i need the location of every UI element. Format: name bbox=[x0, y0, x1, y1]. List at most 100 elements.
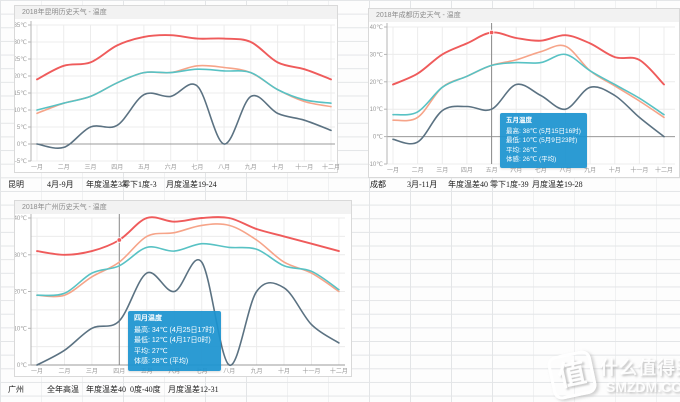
x-tick-label: 七月 bbox=[191, 163, 203, 171]
summary-cell[interactable]: 零下1度-3 bbox=[122, 180, 157, 189]
series-line-最高 bbox=[36, 34, 332, 81]
x-tick-label: 八月 bbox=[223, 368, 235, 375]
x-tick-label: 五月 bbox=[141, 368, 153, 375]
x-tick-label: 九月 bbox=[251, 367, 263, 375]
tooltip-value: 34℃ (4月25日17时) bbox=[151, 326, 215, 334]
x-tick-label: 七月 bbox=[196, 367, 208, 375]
y-tick-label: 10℃ bbox=[370, 106, 384, 113]
y-tick-label: 0℃ bbox=[373, 134, 383, 141]
x-tick-label: 七月 bbox=[535, 166, 547, 174]
x-tick-label: 四月 bbox=[111, 164, 123, 171]
summary-cell-city[interactable]: 昆明 bbox=[8, 180, 24, 189]
summary-cell[interactable]: 月度温差19-28 bbox=[532, 180, 583, 189]
summary-cell[interactable]: 0度-40度 bbox=[130, 385, 161, 394]
chart-panel-kunming[interactable]: -5℃ 0℃ 5℃ 10℃ 15℃ 20℃ 25℃ 30℃ 35℃ 一月 二月 三月 四月 五月 六月 七月 八… bbox=[14, 5, 339, 173]
tooltip-value: 38℃ (5月15日16时) bbox=[522, 127, 581, 135]
tooltip-value: 12℃ (4月17日0时) bbox=[151, 337, 211, 344]
tooltip-value: 28℃ (平均) bbox=[151, 358, 189, 365]
tooltip-label: 体感: bbox=[506, 156, 521, 163]
x-tick-label: 四月 bbox=[113, 368, 125, 375]
x-tick-label: 三月 bbox=[84, 164, 96, 171]
tooltip-row: 最高: 34℃ (4月25日17时) bbox=[134, 326, 215, 337]
tooltip-value: 10℃ (5月9日23时) bbox=[522, 137, 578, 144]
series-line-平均 bbox=[36, 68, 332, 111]
chart-title-chengdu: 2018年成都历史天气 - 温度 bbox=[369, 9, 679, 22]
tooltip-row: 最低: 12℃ (4月17日0时) bbox=[134, 336, 215, 347]
y-tick-label: -5℃ bbox=[15, 158, 27, 165]
tooltip-may-temperature: 五月温度 最高: 38℃ (5月15日16时) 最低: 10℃ (5月9日23时… bbox=[500, 113, 587, 168]
y-tick-label: 20℃ bbox=[15, 289, 27, 296]
y-tick-label: 0℃ bbox=[17, 362, 27, 369]
series-line-最高 bbox=[36, 216, 340, 256]
summary-cell[interactable]: 月度温差19-24 bbox=[166, 180, 217, 189]
chart-panel-chengdu[interactable]: -10℃ 0℃ 10℃ 20℃ 30℃ 40℃ 一月 二月 三月 四月 五月 六月 七月 八月 九月 十月 十一… bbox=[368, 8, 680, 178]
tooltip-april-temperature: 四月温度 最高: 34℃ (4月25日17时) 最低: 12℃ (4月17日0时… bbox=[128, 311, 221, 371]
x-tick-label: 二月 bbox=[58, 164, 70, 171]
summary-cell-city[interactable]: 广州 bbox=[8, 385, 24, 394]
summary-cell-city[interactable]: 成都 bbox=[370, 180, 386, 189]
x-tick-label: 五月 bbox=[138, 164, 150, 171]
x-tick-label: 十二月 bbox=[655, 166, 673, 174]
series-line-体感 bbox=[36, 64, 332, 115]
x-tick-label: 十月 bbox=[609, 166, 621, 174]
x-tick-label: 十二月 bbox=[322, 163, 339, 171]
y-tick-label: 30℃ bbox=[15, 252, 27, 259]
y-tick-label: 5℃ bbox=[17, 124, 27, 131]
x-tick-label: 一月 bbox=[31, 164, 43, 171]
x-tick-label: 二月 bbox=[412, 167, 424, 174]
series-line-体感 bbox=[36, 223, 340, 298]
y-tick-label: 30℃ bbox=[15, 39, 27, 46]
x-tick-label: 九月 bbox=[245, 163, 257, 171]
y-tick-label: 0℃ bbox=[17, 141, 27, 148]
summary-cell[interactable]: 年度温差40 bbox=[448, 180, 488, 189]
y-tick-label: 40℃ bbox=[15, 215, 27, 222]
marker-dot bbox=[488, 29, 495, 36]
chart-title-guangzhou: 2018年广州历史天气 - 温度 bbox=[15, 201, 351, 214]
chart-title-kunming: 2018年昆明历史天气 - 温度 bbox=[15, 6, 337, 19]
y-tick-label: 20℃ bbox=[370, 79, 384, 86]
tooltip-row: 最高: 38℃ (5月15日16时) bbox=[506, 127, 581, 137]
tooltip-title: 四月温度 bbox=[134, 315, 162, 322]
tooltip-label: 平均: bbox=[506, 146, 521, 154]
summary-cell[interactable]: 3月-11月 bbox=[407, 180, 438, 189]
tooltip-value: 26℃ (平均) bbox=[522, 156, 557, 163]
marker-dot bbox=[116, 237, 122, 243]
y-tick-label: 35℃ bbox=[15, 22, 27, 29]
summary-cell[interactable]: 零下1度-39 bbox=[490, 180, 529, 189]
y-tick-label: -10℃ bbox=[369, 161, 383, 168]
y-tick-label: 20℃ bbox=[15, 73, 27, 80]
chart-panel-guangzhou[interactable]: 0℃ 10℃ 20℃ 30℃ 40℃ 一月 二月 三月 四月 五月 六月 七月 八月 九月 十月 十一月 十二月… bbox=[14, 200, 352, 377]
series-line-最高 bbox=[392, 31, 665, 86]
tooltip-label: 最高: bbox=[506, 127, 521, 135]
tooltip-value: 27℃ bbox=[151, 347, 168, 355]
tooltip-row: 平均: 27℃ bbox=[134, 347, 215, 358]
y-tick-label: 25℃ bbox=[15, 56, 27, 63]
x-tick-label: 二月 bbox=[58, 368, 70, 375]
tooltip-label: 最低: bbox=[506, 137, 521, 144]
summary-cell[interactable]: 年度温差33 bbox=[86, 180, 126, 189]
tooltip-row: 体感: 26℃ (平均) bbox=[506, 155, 581, 165]
x-tick-label: 六月 bbox=[510, 166, 522, 174]
x-tick-label: 六月 bbox=[168, 367, 180, 375]
x-tick-label: 九月 bbox=[584, 166, 596, 174]
summary-cell[interactable]: 月度温差12-31 bbox=[168, 385, 219, 394]
y-tick-label: 10℃ bbox=[15, 107, 27, 114]
summary-cell[interactable]: 年度温差40 bbox=[86, 385, 126, 394]
x-tick-label: 六月 bbox=[165, 163, 177, 171]
kunming-temperature-chart: -5℃ 0℃ 5℃ 10℃ 15℃ 20℃ 25℃ 30℃ 35℃ 一月 二月 三月 四月 五月 六月 七月 八… bbox=[15, 21, 339, 171]
y-tick-label: 10℃ bbox=[15, 325, 27, 332]
series-line-最低 bbox=[392, 83, 665, 145]
x-tick-label: 十一月 bbox=[295, 163, 313, 171]
x-tick-label: 十二月 bbox=[330, 367, 348, 375]
tooltip-row: 平均: 26℃ bbox=[506, 146, 581, 156]
tooltip-label: 体感: bbox=[134, 358, 150, 365]
summary-cell[interactable]: 4月-9月 bbox=[47, 180, 74, 189]
tooltip-row: 最低: 10℃ (5月9日23时) bbox=[506, 136, 581, 146]
series-line-平均 bbox=[392, 53, 665, 116]
series-line-最低 bbox=[36, 83, 332, 149]
series-line-最低 bbox=[36, 259, 340, 366]
summary-cell[interactable]: 全年高温 bbox=[47, 385, 79, 394]
tooltip-row: 体感: 28℃ (平均) bbox=[134, 357, 215, 368]
series-line-平均 bbox=[36, 242, 340, 297]
